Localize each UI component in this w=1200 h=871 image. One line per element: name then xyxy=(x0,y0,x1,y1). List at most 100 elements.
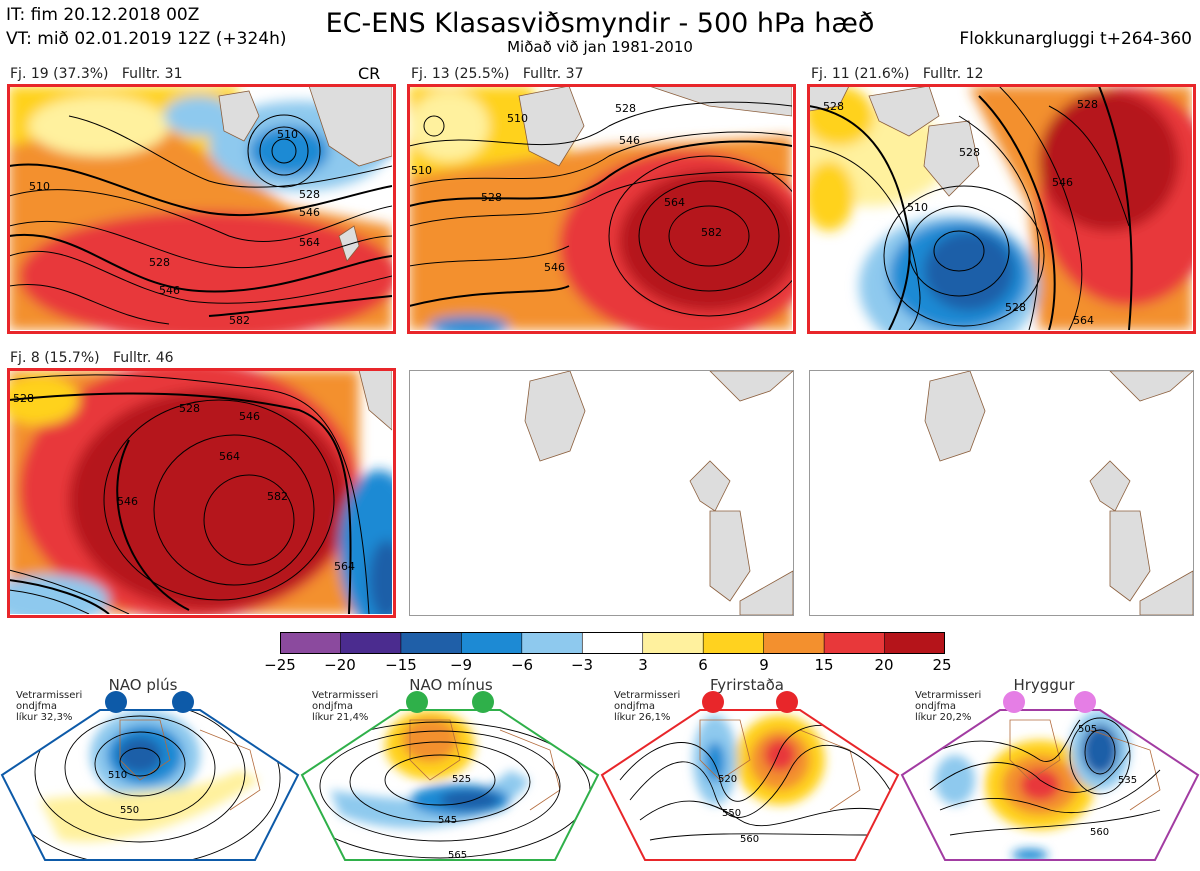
cluster-map-2: 510 510 528 528 546 546 564 582 xyxy=(409,86,792,330)
svg-text:505: 505 xyxy=(1078,724,1097,735)
panel-1-label: Fj. 19 (37.3%) Fulltr. 31 xyxy=(10,66,183,82)
colorbar xyxy=(279,631,946,658)
svg-text:582: 582 xyxy=(701,226,722,239)
svg-text:528: 528 xyxy=(615,102,636,115)
svg-text:550: 550 xyxy=(722,808,741,819)
cluster-map-3: 510 528 528 528 528 546 564 xyxy=(809,86,1192,330)
colorbar-tick: 20 xyxy=(874,656,894,674)
panel-3-label: Fj. 11 (21.6%) Fulltr. 12 xyxy=(811,66,984,82)
svg-text:528: 528 xyxy=(299,188,320,201)
colorbar-tick: 25 xyxy=(932,656,952,674)
cluster-map-4: 528 528 546 546 564 564 582 xyxy=(9,370,392,614)
colorbar-segment xyxy=(521,631,584,655)
svg-text:528: 528 xyxy=(1077,98,1098,111)
colorbar-tick: 3 xyxy=(638,656,648,674)
colorbar-tick: −9 xyxy=(449,656,473,674)
svg-text:550: 550 xyxy=(120,805,139,816)
svg-text:564: 564 xyxy=(664,196,685,209)
svg-text:546: 546 xyxy=(544,261,565,274)
colorbar-segment xyxy=(279,631,342,655)
colorbar-tick: −25 xyxy=(264,656,296,674)
regime-note: Vetrarmisseri ondjfma líkur 26,1% xyxy=(614,690,681,723)
panel-1-tag: CR xyxy=(358,64,381,83)
panel-2-frame xyxy=(407,84,796,334)
svg-text:546: 546 xyxy=(299,206,320,219)
svg-text:528: 528 xyxy=(959,146,980,159)
valid-time: VT: mið 02.01.2019 12Z (+324h) xyxy=(6,29,287,49)
cluster-map-1: 510 510 528 528 546 546 564 582 xyxy=(9,86,392,330)
svg-text:564: 564 xyxy=(219,450,240,463)
svg-text:564: 564 xyxy=(334,560,355,573)
svg-text:528: 528 xyxy=(149,256,170,269)
regime-dot xyxy=(1074,691,1096,713)
regime-title: Fyrirstaða xyxy=(710,676,784,694)
panel-2-label: Fj. 13 (25.5%) Fulltr. 37 xyxy=(411,66,584,82)
regime-map-nao-plus: 510 550 xyxy=(0,690,300,871)
svg-text:565: 565 xyxy=(448,850,467,861)
classification-window: Flokkunargluggi t+264-360 xyxy=(959,29,1192,49)
svg-text:546: 546 xyxy=(239,410,260,423)
regime-dot xyxy=(105,691,127,713)
svg-text:564: 564 xyxy=(299,236,320,249)
regime-note: Vetrarmisseri ondjfma líkur 20,2% xyxy=(915,690,982,723)
svg-text:564: 564 xyxy=(1073,314,1094,327)
page-subtitle: Miðað við jan 1981-2010 xyxy=(507,38,693,56)
colorbar-segment xyxy=(340,631,402,655)
colorbar-segment xyxy=(763,631,825,655)
svg-text:546: 546 xyxy=(619,134,640,147)
svg-text:546: 546 xyxy=(159,284,180,297)
colorbar-segment xyxy=(884,631,946,655)
svg-text:582: 582 xyxy=(229,314,250,327)
regime-title: Hryggur xyxy=(1013,676,1075,694)
svg-text:510: 510 xyxy=(108,770,127,781)
page-title: EC-ENS Klasasviðsmyndir - 500 hPa hæð xyxy=(325,8,875,39)
regime-note: Vetrarmisseri ondjfma líkur 21,4% xyxy=(312,690,379,723)
regime-map-nao-minus: 525 545 565 xyxy=(300,690,600,871)
svg-text:546: 546 xyxy=(117,495,138,508)
svg-text:525: 525 xyxy=(452,774,471,785)
panel-4-frame xyxy=(7,368,396,618)
panel-3-frame xyxy=(807,84,1196,334)
colorbar-tick: 15 xyxy=(814,656,834,674)
colorbar-segment xyxy=(823,631,886,655)
regime-title: NAO plús xyxy=(108,676,178,694)
svg-text:560: 560 xyxy=(1090,827,1109,838)
colorbar-segment xyxy=(400,631,463,655)
svg-text:582: 582 xyxy=(267,490,288,503)
regime-note: Vetrarmisseri ondjfma líkur 32,3% xyxy=(16,690,83,723)
regime-map-blocking: 520 550 560 xyxy=(600,690,900,871)
colorbar-segment xyxy=(702,631,765,655)
regime-dot xyxy=(172,691,194,713)
regime-dot xyxy=(1003,691,1025,713)
colorbar-segment xyxy=(642,631,704,655)
svg-text:510: 510 xyxy=(507,112,528,125)
svg-text:546: 546 xyxy=(1052,176,1073,189)
svg-text:528: 528 xyxy=(481,191,502,204)
panel-1-contour-510: 510 xyxy=(29,180,50,193)
svg-text:528: 528 xyxy=(13,392,34,405)
panel-1-frame xyxy=(7,84,396,334)
svg-text:510: 510 xyxy=(907,201,928,214)
svg-text:510: 510 xyxy=(411,164,432,177)
panel-4-label: Fj. 8 (15.7%) Fulltr. 46 xyxy=(10,350,174,366)
regime-dot xyxy=(776,691,798,713)
svg-text:535: 535 xyxy=(1118,775,1137,786)
regime-map-ridge: 505 535 560 xyxy=(900,690,1200,871)
svg-text:510: 510 xyxy=(277,128,298,141)
colorbar-tick: 9 xyxy=(759,656,769,674)
colorbar-tick: −15 xyxy=(385,656,417,674)
svg-text:545: 545 xyxy=(438,815,457,826)
empty-map-5 xyxy=(409,370,794,616)
colorbar-tick: −6 xyxy=(510,656,534,674)
colorbar-segment xyxy=(461,631,523,655)
colorbar-segment xyxy=(581,631,644,655)
colorbar-tick: 6 xyxy=(698,656,708,674)
regime-dot xyxy=(702,691,724,713)
svg-text:520: 520 xyxy=(718,774,737,785)
svg-text:528: 528 xyxy=(823,100,844,113)
svg-text:528: 528 xyxy=(179,402,200,415)
colorbar-tick: −20 xyxy=(324,656,356,674)
empty-map-6 xyxy=(809,370,1194,616)
regime-dot xyxy=(472,691,494,713)
colorbar-tick: −3 xyxy=(570,656,594,674)
